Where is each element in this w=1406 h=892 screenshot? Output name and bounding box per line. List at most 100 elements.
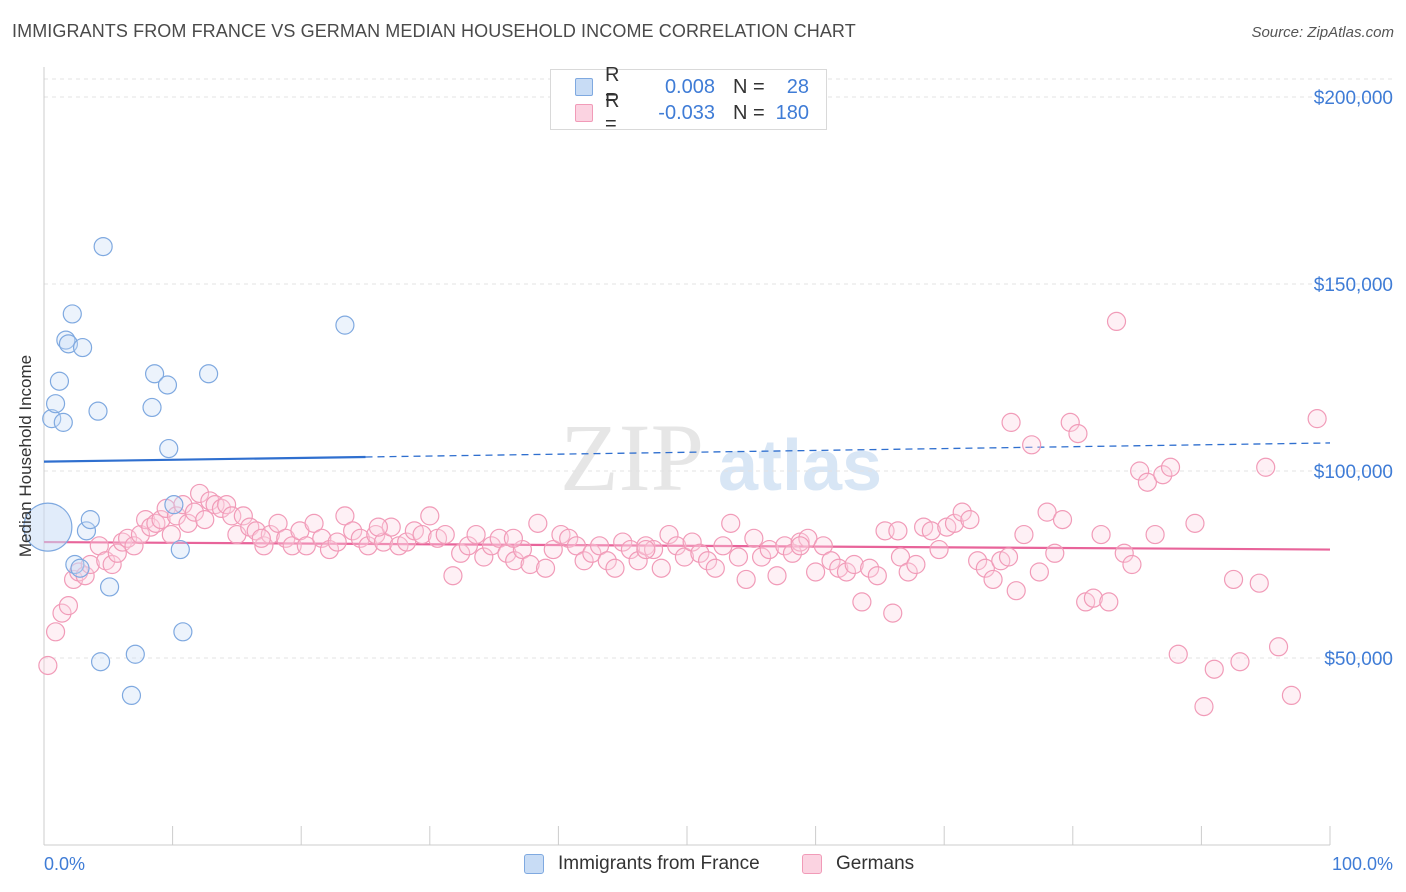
point-germans bbox=[489, 528, 509, 548]
series-immigrants-from-france-points bbox=[23, 237, 355, 706]
point-germans bbox=[1122, 554, 1142, 575]
point-immigrants-from-france bbox=[99, 577, 120, 597]
point-germans bbox=[582, 543, 602, 563]
point-germans bbox=[102, 554, 122, 575]
point-immigrants-from-france bbox=[70, 558, 90, 578]
trend-lines bbox=[43, 442, 1331, 551]
point-germans bbox=[151, 510, 171, 530]
point-germans bbox=[304, 513, 324, 533]
point-immigrants-from-france bbox=[72, 337, 93, 358]
point-immigrants-from-france bbox=[173, 622, 193, 642]
point-germans bbox=[921, 521, 941, 541]
point-germans bbox=[821, 551, 841, 571]
legend-label-germans: Germans bbox=[836, 853, 915, 874]
point-germans bbox=[141, 517, 161, 537]
point-germans bbox=[929, 539, 949, 560]
point-germans bbox=[254, 536, 274, 556]
chart-title: IMMIGRANTS FROM FRANCE VS GERMAN MEDIAN … bbox=[12, 21, 856, 41]
point-germans bbox=[559, 528, 579, 548]
point-germans bbox=[1256, 457, 1276, 477]
point-germans bbox=[798, 528, 818, 548]
point-germans bbox=[998, 547, 1019, 567]
point-germans bbox=[721, 513, 741, 533]
point-immigrants-from-france bbox=[45, 394, 66, 414]
point-germans bbox=[975, 558, 995, 578]
point-germans bbox=[58, 596, 79, 616]
point-germans bbox=[605, 558, 625, 578]
point-germans bbox=[368, 517, 388, 537]
legend-n-label: N = bbox=[733, 101, 765, 124]
point-germans bbox=[451, 543, 471, 563]
point-germans bbox=[52, 603, 72, 623]
point-germans bbox=[1029, 562, 1049, 582]
legend-r-value: -0.033 bbox=[658, 101, 715, 124]
y-axis-label: Median Household Income bbox=[16, 354, 35, 558]
point-germans bbox=[184, 502, 205, 522]
point-germans bbox=[944, 513, 965, 533]
point-germans bbox=[343, 521, 363, 541]
point-germans bbox=[1045, 543, 1065, 563]
point-germans bbox=[443, 566, 463, 586]
point-immigrants-from-france bbox=[144, 364, 165, 384]
point-germans bbox=[217, 495, 237, 515]
point-germans bbox=[898, 562, 918, 582]
point-germans bbox=[775, 536, 795, 556]
point-immigrants-from-france bbox=[121, 685, 142, 706]
point-germans bbox=[412, 524, 432, 545]
point-germans bbox=[888, 521, 908, 541]
point-germans bbox=[366, 524, 386, 545]
point-germans bbox=[690, 543, 710, 563]
point-germans bbox=[1083, 588, 1103, 608]
point-germans bbox=[38, 655, 58, 676]
point-germans bbox=[543, 539, 563, 560]
x-tick-label-min: 0.0% bbox=[44, 854, 85, 874]
point-germans bbox=[643, 539, 664, 560]
point-germans bbox=[628, 551, 648, 571]
point-germans bbox=[296, 536, 316, 556]
legend-item-france[interactable]: Immigrants from France bbox=[524, 851, 760, 877]
point-immigrants-from-france bbox=[157, 375, 178, 395]
legend-row-france: R = 0.008 N = 28 bbox=[575, 64, 809, 109]
point-germans bbox=[251, 528, 271, 548]
point-immigrants-from-france bbox=[142, 397, 162, 418]
point-germans bbox=[597, 551, 617, 571]
point-germans bbox=[282, 536, 302, 556]
point-immigrants-from-france bbox=[88, 401, 108, 421]
source-label: Source: ZipAtlas.com bbox=[1251, 24, 1394, 41]
point-germans bbox=[1106, 311, 1127, 331]
point-germans bbox=[1249, 573, 1269, 593]
point-germans bbox=[1137, 472, 1157, 492]
point-germans bbox=[233, 506, 253, 526]
point-immigrants-from-france bbox=[159, 438, 179, 459]
point-germans bbox=[651, 558, 671, 578]
y-tick-label: $100,000 bbox=[1314, 462, 1393, 483]
legend-item-germans[interactable]: Germans bbox=[802, 851, 914, 877]
y-tick-label: $200,000 bbox=[1314, 88, 1393, 109]
point-germans bbox=[713, 536, 733, 556]
point-germans bbox=[161, 524, 181, 545]
point-germans bbox=[697, 551, 718, 571]
point-germans bbox=[1001, 412, 1021, 432]
point-germans bbox=[327, 532, 347, 552]
point-germans bbox=[667, 536, 687, 556]
legend-r-label: R = bbox=[605, 64, 620, 109]
point-germans bbox=[890, 547, 911, 567]
point-germans bbox=[906, 554, 926, 575]
point-germans bbox=[268, 513, 288, 533]
point-germans bbox=[682, 532, 702, 552]
point-germans bbox=[1204, 659, 1224, 679]
watermark-atlas: atlas bbox=[718, 426, 882, 506]
point-germans bbox=[620, 539, 641, 560]
point-immigrants-from-france bbox=[90, 652, 111, 672]
y-tick-labels: $50,000 $100,000 $150,000 $200,000 bbox=[1314, 88, 1393, 670]
watermark: ZIP atlas bbox=[560, 404, 882, 511]
point-immigrants-from-france bbox=[42, 409, 62, 429]
point-germans bbox=[520, 554, 540, 575]
point-germans bbox=[1006, 581, 1026, 601]
point-immigrants-from-france bbox=[335, 315, 355, 335]
point-germans bbox=[1099, 592, 1119, 612]
point-immigrants-from-france bbox=[93, 237, 113, 257]
trend-line-france-dashed bbox=[365, 442, 1331, 458]
point-germans bbox=[1230, 652, 1250, 672]
